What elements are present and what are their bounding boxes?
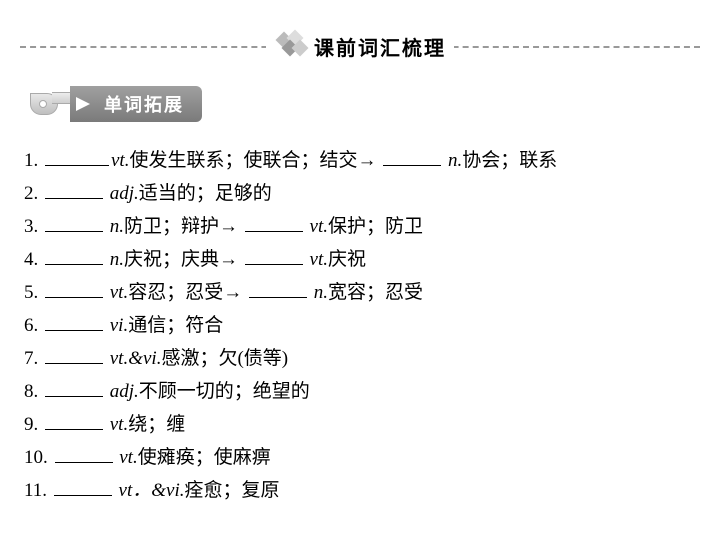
list-item: 1. vt.使发生联系；使联合；结交→ n.协会；联系 [24, 144, 696, 177]
list-item: 5. vt.容忍；忍受→ n.宽容；忍受 [24, 276, 696, 309]
blank [249, 278, 307, 298]
blank [45, 410, 103, 430]
list-item: 7. vt.&vi.感激；欠(债等) [24, 342, 696, 375]
blank [45, 344, 103, 364]
section-label: 单词拓展 [104, 91, 184, 117]
list-item: 4. n.庆祝；庆典→ vt.庆祝 [24, 243, 696, 276]
blank [245, 212, 303, 232]
blank [45, 311, 103, 331]
blank [45, 179, 103, 199]
list-item: 6. vi.通信；符合 [24, 309, 696, 342]
header-box: 课前词汇梳理 [266, 32, 454, 61]
blank [45, 212, 103, 232]
header-band: 课前词汇梳理 [0, 28, 720, 64]
list-item: 9. vt.绕；缠 [24, 408, 696, 441]
list-item: 10. vt.使瘫痪；使麻痹 [24, 441, 696, 474]
section-tab-row: 单词拓展 [22, 86, 202, 122]
list-item: 3. n.防卫；辩护→ vt.保护；防卫 [24, 210, 696, 243]
hex-ornament-icon [274, 32, 308, 60]
blank [45, 245, 103, 265]
blank [383, 146, 441, 166]
blank [245, 245, 303, 265]
list-item: 11. vt．&vi.痊愈；复原 [24, 474, 696, 507]
section-tab: 单词拓展 [70, 86, 202, 122]
header-title: 课前词汇梳理 [314, 32, 446, 61]
blank [45, 278, 103, 298]
arrow-icon [76, 97, 90, 111]
blank [55, 443, 113, 463]
whistle-icon [22, 89, 76, 119]
vocab-list: 1. vt.使发生联系；使联合；结交→ n.协会；联系 2. adj.适当的；足… [24, 144, 696, 507]
blank [54, 476, 112, 496]
list-item: 8. adj.不顾一切的；绝望的 [24, 375, 696, 408]
blank [45, 146, 109, 166]
list-item: 2. adj.适当的；足够的 [24, 177, 696, 210]
blank [45, 377, 103, 397]
